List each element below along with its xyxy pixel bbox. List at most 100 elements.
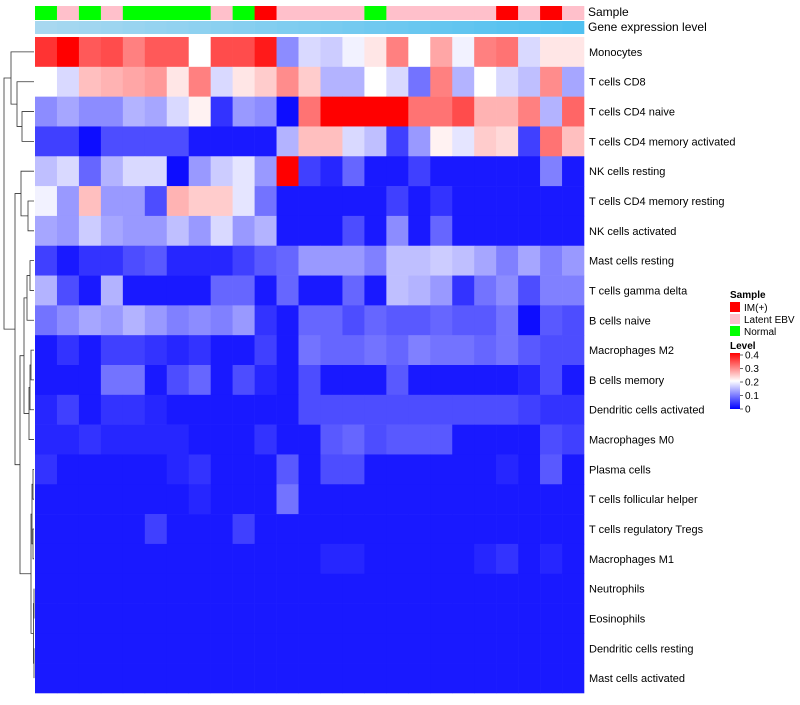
- heatmap-cell: [408, 335, 431, 366]
- level-tick-label: 0.4: [745, 351, 759, 362]
- heatmap-cell: [364, 37, 387, 68]
- heatmap-cell: [122, 37, 146, 68]
- expression-track-label: Gene expression level: [588, 20, 707, 34]
- heatmap-cell: [452, 394, 475, 425]
- heatmap-cell: [122, 126, 146, 157]
- heatmap-cell: [122, 275, 146, 306]
- dendrogram-branch: [27, 200, 34, 232]
- sample-annotation-cell: [320, 6, 343, 20]
- heatmap-cell: [56, 514, 80, 545]
- heatmap-cell: [408, 573, 431, 604]
- heatmap-cell: [496, 215, 519, 247]
- heatmap-cell: [100, 663, 124, 694]
- heatmap-cell: [386, 514, 409, 545]
- heatmap-cell: [452, 66, 475, 97]
- heatmap-cell: [452, 365, 475, 396]
- heatmap-cell: [276, 424, 299, 455]
- heatmap-cell: [320, 543, 343, 575]
- heatmap-cell: [562, 365, 585, 396]
- heatmap-cell: [232, 275, 255, 306]
- expression-annotation-cell: [320, 21, 343, 34]
- sample-annotation-cell: [188, 6, 211, 20]
- dendrogram-branch: [32, 528, 34, 560]
- heatmap-cell: [100, 454, 124, 485]
- row-label: T cells CD4 memory activated: [589, 136, 736, 148]
- heatmap-cell: [540, 335, 563, 366]
- heatmap-cell: [474, 37, 497, 68]
- heatmap-cell: [254, 156, 277, 187]
- heatmap-cell: [540, 305, 563, 336]
- heatmap-cell: [254, 484, 277, 515]
- sample-annotation-cell: [144, 6, 168, 20]
- heatmap-cell: [298, 484, 321, 515]
- heatmap-cell: [166, 335, 190, 366]
- heatmap-cell: [430, 663, 453, 694]
- heatmap-cell: [496, 484, 519, 515]
- heatmap-cell: [276, 275, 299, 306]
- heatmap-cell: [232, 245, 255, 276]
- sample-annotation-cell: [452, 6, 475, 20]
- heatmap-cell: [540, 156, 563, 187]
- heatmap-cell: [386, 484, 409, 515]
- heatmap-cell: [540, 394, 563, 425]
- heatmap-cell: [210, 186, 233, 217]
- heatmap-cell: [122, 573, 146, 604]
- heatmap-cell: [430, 186, 453, 217]
- heatmap-cell: [408, 603, 431, 634]
- heatmap-cell: [56, 394, 80, 425]
- dendrogram-branch: [3, 77, 15, 330]
- level-tick-label: 0.2: [745, 378, 759, 389]
- heatmap-cell: [78, 603, 102, 634]
- heatmap-cell: [452, 275, 475, 306]
- heatmap-cell: [188, 603, 211, 634]
- heatmap-cell: [430, 603, 453, 634]
- heatmap-cell: [254, 305, 277, 336]
- heatmap-cell: [430, 454, 453, 485]
- heatmap-cell: [518, 484, 541, 515]
- heatmap-cell: [232, 603, 255, 634]
- heatmap-cell: [342, 245, 365, 276]
- heatmap-cell: [408, 514, 431, 545]
- heatmap-cell: [474, 514, 497, 545]
- heatmap-cell: [342, 603, 365, 634]
- sample-annotation-cell: [254, 6, 277, 20]
- legend-label: Latent EBV: [744, 315, 795, 326]
- heatmap-cell: [122, 663, 146, 694]
- heatmap-cell: [35, 424, 58, 455]
- level-colorbar: [730, 353, 740, 409]
- heatmap-cell: [386, 96, 409, 127]
- heatmap-cell: [452, 633, 475, 664]
- heatmap-cell: [540, 573, 563, 604]
- heatmap-cell: [430, 484, 453, 515]
- heatmap-cell: [408, 394, 431, 425]
- heatmap-cell: [474, 454, 497, 485]
- heatmap-cell: [166, 96, 190, 127]
- heatmap-cell: [210, 663, 233, 694]
- heatmap-cell: [56, 275, 80, 306]
- heatmap-cell: [430, 514, 453, 545]
- expression-annotation-track: [35, 21, 585, 34]
- heatmap-cell: [56, 126, 80, 157]
- sample-annotation-cell: [342, 6, 365, 20]
- expression-annotation-cell: [298, 21, 321, 34]
- heatmap-cell: [188, 275, 211, 306]
- heatmap-cell: [232, 484, 255, 515]
- heatmap-cell: [232, 633, 255, 664]
- heatmap-cell: [342, 156, 365, 187]
- heatmap-cell: [518, 543, 541, 575]
- heatmap-cell: [320, 484, 343, 515]
- heatmap-cell: [210, 96, 233, 127]
- heatmap-cell: [518, 96, 541, 127]
- heatmap-cell: [364, 484, 387, 515]
- heatmap-cell: [254, 66, 277, 97]
- row-label: Plasma cells: [589, 464, 651, 476]
- heatmap-cell: [56, 245, 80, 276]
- heatmap-cell: [78, 394, 102, 425]
- heatmap-cell: [540, 186, 563, 217]
- heatmap-cell: [452, 245, 475, 276]
- heatmap-cell: [474, 245, 497, 276]
- heatmap-cell: [188, 96, 211, 127]
- heatmap-cell: [35, 215, 58, 247]
- heatmap-cell: [342, 633, 365, 664]
- heatmap-cell: [78, 454, 102, 485]
